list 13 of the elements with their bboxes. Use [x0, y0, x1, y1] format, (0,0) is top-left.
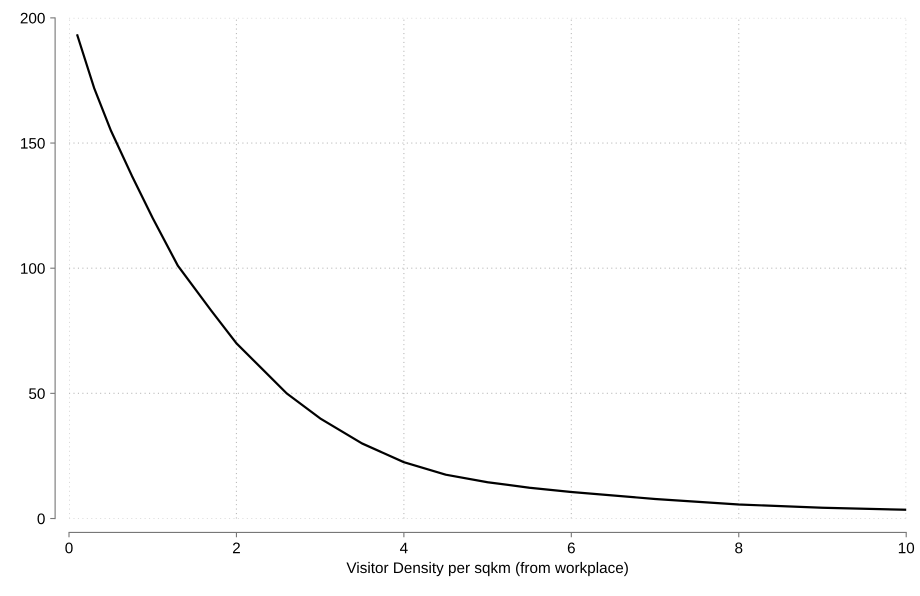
x-tick-label: 8 — [735, 542, 742, 554]
x-tick-label: 2 — [232, 542, 240, 554]
y-tick-label: 100 — [21, 263, 45, 274]
x-tick-label: 6 — [568, 542, 575, 554]
y-tick-label: 0 — [37, 513, 45, 524]
y-tick-label: 50 — [29, 388, 45, 400]
x-tick-label: 0 — [65, 542, 73, 554]
y-tick-label: 200 — [20, 12, 45, 24]
x-tick-label: 4 — [400, 542, 408, 554]
x-axis-title: Visitor Density per sqkm (from workplace) — [346, 562, 628, 576]
x-tick-label: 10 — [898, 542, 914, 554]
y-tick-label: 150 — [21, 138, 45, 149]
line-series — [76, 34, 906, 511]
